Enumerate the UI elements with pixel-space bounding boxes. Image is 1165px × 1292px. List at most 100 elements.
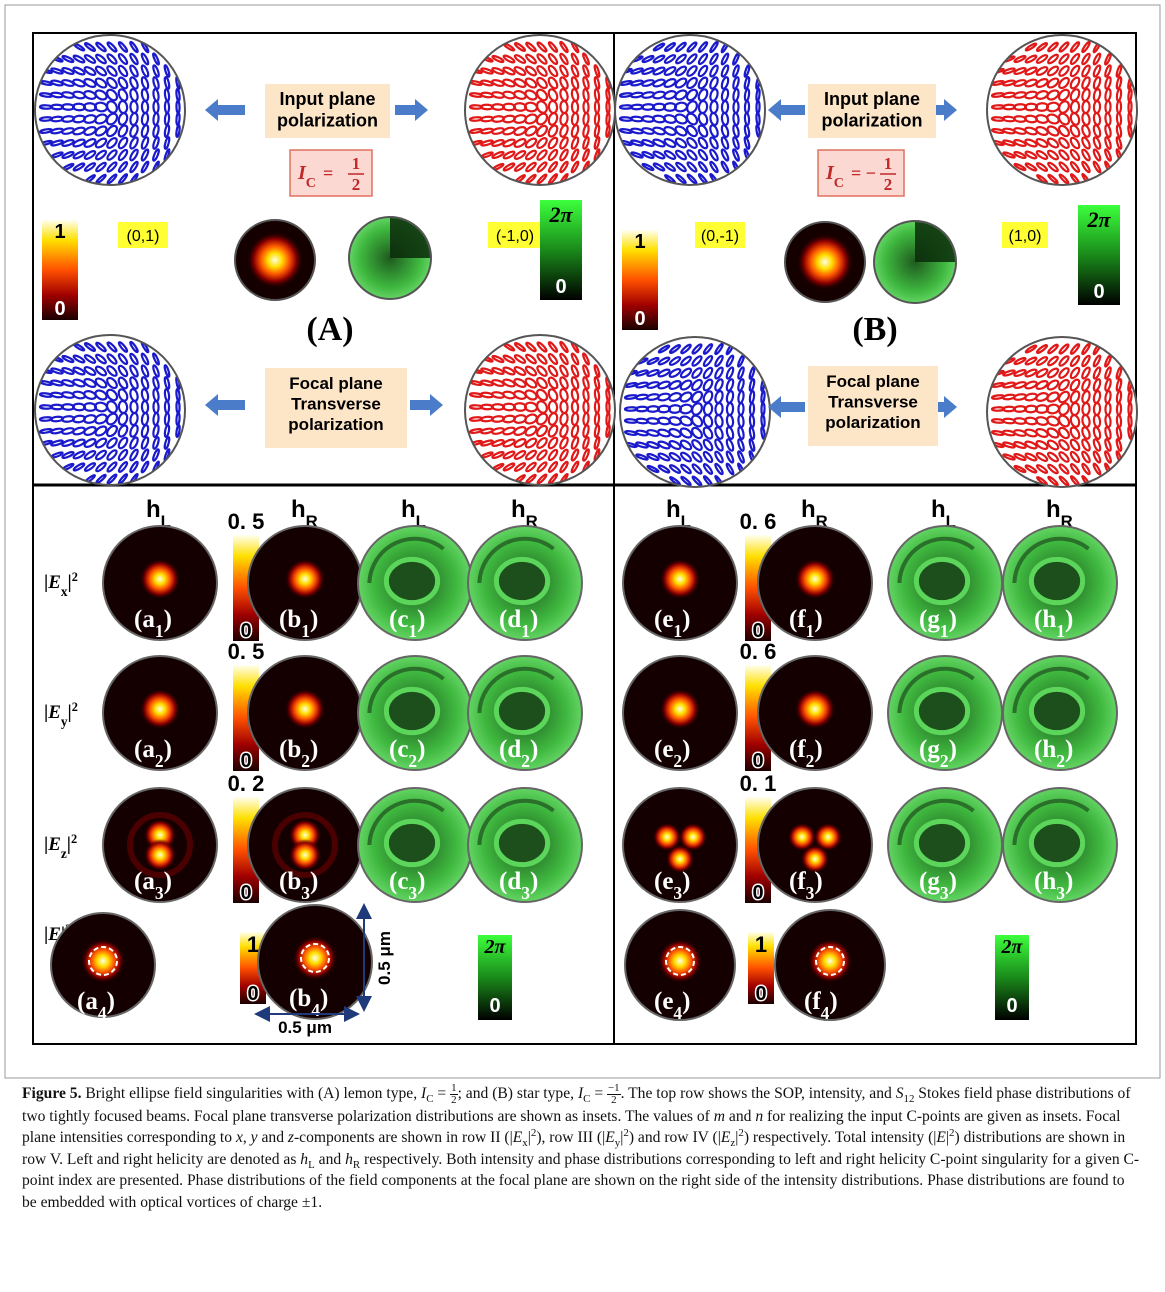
outer-frame <box>4 4 1161 1079</box>
pol-ellipse <box>570 64 580 78</box>
pol-ellipse <box>83 78 97 88</box>
pol-ellipse <box>725 462 735 476</box>
row-label-part: E <box>47 702 61 723</box>
pol-ellipse <box>50 139 64 147</box>
pol-ellipse <box>61 54 75 64</box>
pol-ellipse <box>657 440 671 450</box>
pol-ellipse <box>129 436 139 450</box>
caption-text: h <box>345 1150 353 1168</box>
pol-ellipse <box>152 436 160 450</box>
phase-vortex <box>1028 818 1086 868</box>
pol-ellipse <box>129 136 139 150</box>
pol-ellipse <box>570 376 580 390</box>
caption-text: ±1. <box>301 1193 323 1211</box>
pol-ellipse <box>702 414 714 428</box>
pol-ellipse <box>1115 425 1123 441</box>
pol-ellipse <box>1046 391 1060 403</box>
pol-ellipse <box>1069 378 1081 392</box>
pol-ellipse <box>593 364 601 378</box>
pol-ellipse <box>641 139 655 147</box>
pol-ellipse <box>1092 76 1102 90</box>
intensity-spot <box>285 559 325 599</box>
pol-ellipse <box>513 354 527 364</box>
pol-ellipse <box>646 381 660 389</box>
pol-ellipse <box>748 438 756 452</box>
pol-ellipse <box>748 378 756 392</box>
pol-ellipse <box>1046 415 1060 427</box>
pol-ellipse <box>697 112 709 126</box>
phase-vortex <box>913 686 971 736</box>
pol-ellipse <box>714 342 724 356</box>
panel-label-part: ) <box>1065 736 1073 763</box>
pol-border <box>986 34 1138 186</box>
pol-ellipse <box>685 112 699 126</box>
pol-ellipse <box>140 124 150 138</box>
panel-label: (f1) <box>789 606 823 641</box>
pol-ellipses <box>618 40 761 185</box>
panel-label-part: ) <box>310 868 318 895</box>
side-ring <box>127 812 193 878</box>
pol-ellipse <box>1092 148 1102 162</box>
pol-ellipse <box>117 76 129 90</box>
caption-text: Bright ellipse field singularities with … <box>81 1085 422 1102</box>
pol-ellipse <box>1013 356 1027 366</box>
pol-ellipse <box>547 412 559 426</box>
pol-ellipse <box>524 137 538 149</box>
pol-border <box>614 34 766 186</box>
panel-label-part: ) <box>417 606 425 633</box>
intensity-spot <box>81 939 125 983</box>
pol-ellipse <box>1104 136 1112 150</box>
focal-label-line: Focal plane <box>289 374 383 393</box>
pol-ellipse <box>720 148 730 162</box>
pol-ellipse <box>1024 344 1038 354</box>
pol-ellipse <box>117 124 129 138</box>
pol-ellipse <box>1069 343 1081 355</box>
focal-label-line: polarization <box>288 415 383 434</box>
pol-ellipse <box>593 376 601 390</box>
pol-ellipse <box>697 76 709 90</box>
pol-ellipse <box>686 149 698 161</box>
panel-label-part: ) <box>829 988 837 1015</box>
pol-ellipse <box>559 364 569 378</box>
panel-label-part: (f <box>789 606 806 633</box>
marker-ring <box>815 946 845 976</box>
pol-ellipse <box>61 67 75 75</box>
pol-ellipse <box>525 341 537 353</box>
pol-ellipse <box>641 54 655 64</box>
pol-ellipse <box>1092 462 1102 476</box>
intensity-spot <box>814 823 842 851</box>
pol-ellipse <box>117 148 129 162</box>
pol-ellipse <box>1069 124 1081 138</box>
index-box <box>817 149 905 197</box>
pol-ellipse <box>652 138 666 148</box>
pol-ellipse <box>547 352 559 366</box>
pol-ellipse <box>491 139 505 147</box>
panel-label-part: (d <box>499 606 521 633</box>
pol-ellipse <box>690 390 704 404</box>
pol-ellipse <box>732 148 740 162</box>
phase-wedge <box>915 222 955 262</box>
panel-label-part: 3 <box>301 883 310 903</box>
pol-ellipse <box>140 352 150 366</box>
pol-ellipse <box>1104 378 1112 392</box>
pol-ellipse <box>646 452 660 462</box>
pol-ellipse <box>697 64 709 78</box>
colorbar-max: 1 <box>755 932 767 957</box>
pol-ellipse <box>72 162 86 172</box>
pol-ellipse <box>663 66 677 76</box>
panel-label-part: 2 <box>408 751 417 771</box>
pol-ellipse <box>1013 441 1027 449</box>
phase-vortex <box>383 556 441 606</box>
pol-ellipse <box>140 136 150 150</box>
pol-ellipse <box>502 138 516 148</box>
pol-ellipse <box>83 354 97 364</box>
pol-ellipse <box>743 76 751 90</box>
colorbar-min: 0 <box>240 750 251 772</box>
row-label: |Ey|2 <box>44 700 78 729</box>
pol-ellipse <box>1035 78 1049 88</box>
pol-ellipse <box>668 452 682 462</box>
panel-label-part: (b <box>279 736 301 763</box>
pol-ellipse <box>94 389 108 401</box>
